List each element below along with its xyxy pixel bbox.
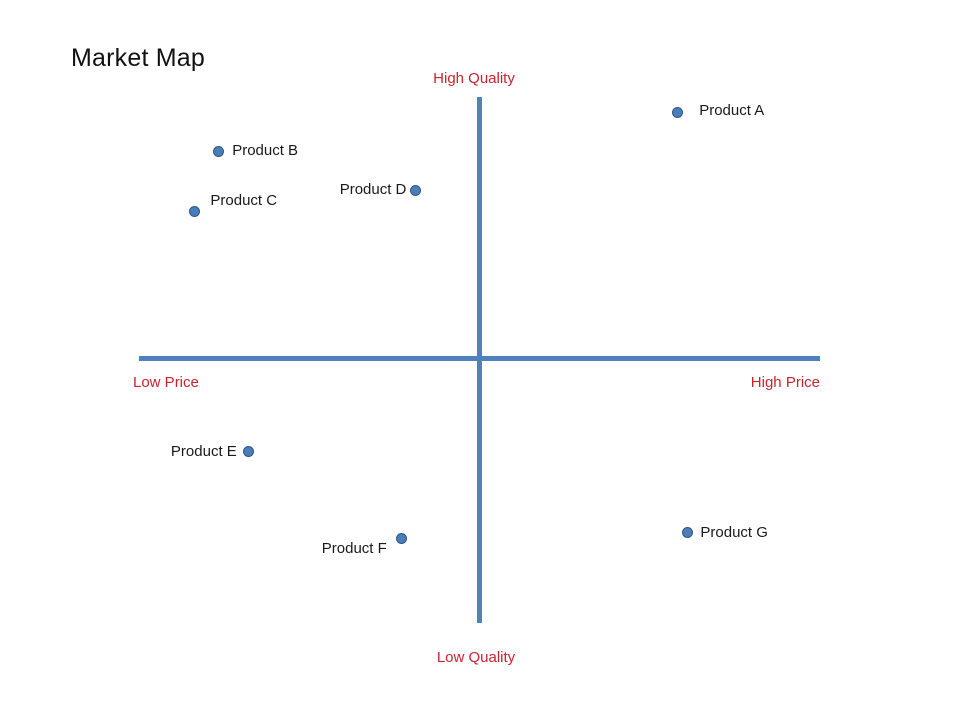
data-point-marker [212, 146, 224, 158]
data-point-label: Product A [699, 101, 765, 119]
axis-label-high-price: High Price [750, 374, 820, 391]
data-point-marker [671, 107, 683, 119]
data-point-marker [243, 446, 255, 458]
data-point-marker [396, 532, 408, 544]
data-point-label: Product B [232, 141, 299, 159]
data-point-marker [681, 527, 693, 539]
horizontal-axis-line [139, 356, 820, 361]
data-point-label: Product F [321, 540, 387, 558]
axis-label-low-price: Low Price [133, 374, 199, 391]
axis-label-low-quality: Low Quality [436, 649, 516, 666]
data-point-marker [409, 185, 421, 197]
data-point-label: Product G [700, 523, 768, 541]
data-point-label: Product C [210, 191, 278, 209]
data-point-label: Product E [170, 442, 237, 460]
data-point-label: Product D [339, 180, 407, 198]
axis-label-high-quality: High Quality [433, 70, 515, 87]
data-point-marker [188, 206, 200, 218]
chart-title: Market Map [71, 44, 205, 72]
